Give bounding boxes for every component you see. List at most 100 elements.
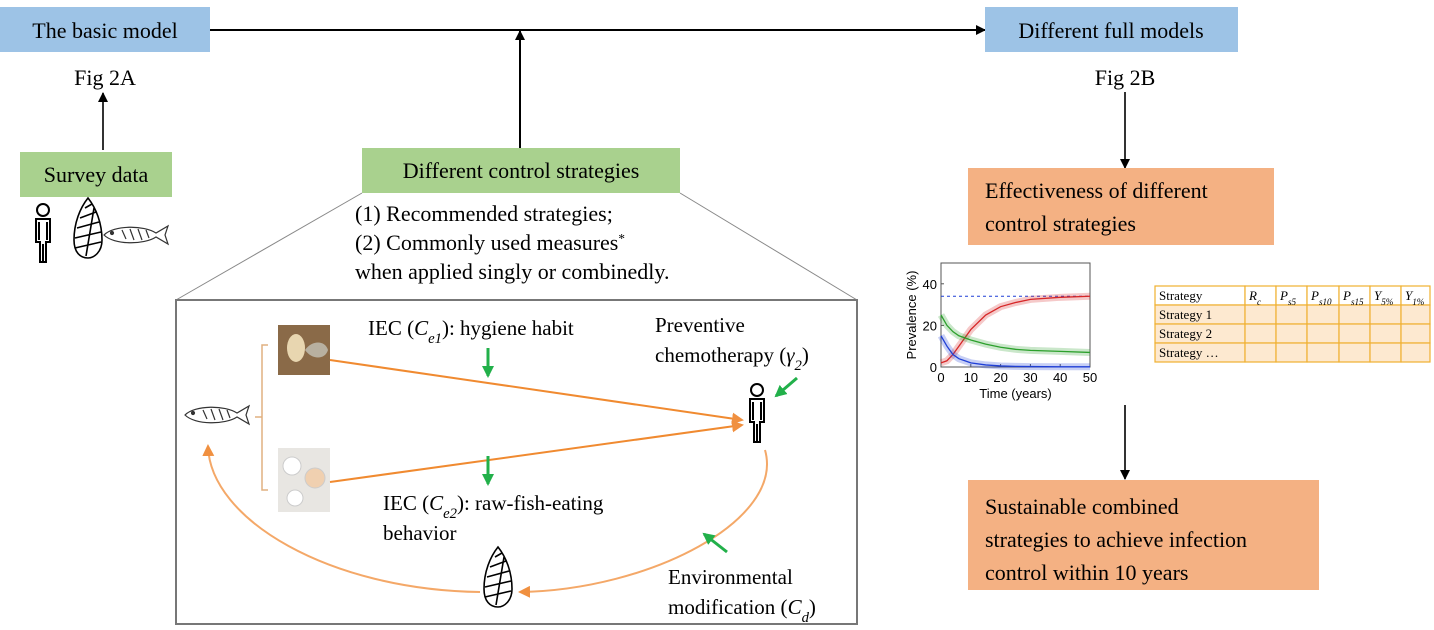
text-run: C — [414, 316, 429, 340]
y-tick-label: 20 — [923, 318, 937, 333]
photo — [278, 448, 330, 512]
table-header: Ps15 — [1342, 288, 1364, 307]
text-run: modification ( — [668, 595, 788, 619]
table-cell — [1244, 323, 1277, 344]
box — [985, 7, 1238, 52]
label: strategies to achieve infection — [985, 527, 1247, 552]
inset-frame — [175, 299, 858, 625]
table-cell — [1400, 323, 1431, 344]
snail-icon — [483, 546, 513, 608]
fish-icon — [184, 405, 250, 425]
text-run: P — [1342, 288, 1351, 303]
table-cell — [1244, 342, 1277, 363]
text-run: behavior — [383, 521, 456, 545]
table-header: Rc — [1248, 288, 1261, 307]
figure-ref: Fig 2A — [74, 65, 136, 90]
box-label: The basic model — [32, 18, 177, 43]
intervention-arrow — [702, 532, 728, 554]
table-row-label: Strategy 2 — [1159, 326, 1212, 341]
bracket — [255, 344, 268, 491]
text-run: R — [1248, 288, 1257, 303]
figure-ref: Fig 2B — [1095, 65, 1156, 90]
table-cell — [1306, 323, 1340, 344]
text-run: P — [1310, 288, 1319, 303]
label: control within 10 years — [985, 560, 1188, 585]
table-cell — [1338, 342, 1371, 363]
prevalence-chart: 0 20 40 0 10 20 30 40 50 Time (years) Prevalence (… — [904, 262, 1097, 401]
label: Preventive — [655, 313, 745, 337]
x-axis-label: Time (years) — [979, 386, 1051, 401]
text-run: P — [1279, 288, 1288, 303]
text-run: IEC ( — [383, 491, 429, 515]
y-tick-label: 0 — [930, 360, 937, 375]
text-run: C — [429, 491, 444, 515]
table-cell — [1244, 304, 1277, 325]
series-line — [940, 295, 1091, 364]
guide-line — [175, 192, 363, 301]
box — [968, 168, 1274, 245]
y-tick-label: 40 — [923, 277, 937, 292]
text-run: 5% — [1381, 297, 1394, 307]
person-icon — [35, 203, 51, 263]
x-tick-label: 20 — [993, 370, 1007, 385]
label: (2) Commonly used measures* — [355, 230, 625, 255]
table-header: Ps10 — [1310, 288, 1332, 307]
text-run: γ — [786, 343, 795, 367]
table-cell — [1275, 304, 1308, 325]
text-run: ) — [809, 595, 816, 619]
table-cell — [1400, 304, 1431, 325]
box-label: Different full models — [1018, 18, 1203, 43]
text-run: 1% — [1412, 297, 1425, 307]
text-run: Environmental — [668, 565, 793, 589]
fish-icon — [103, 225, 169, 245]
label: Sustainable combined — [985, 494, 1179, 519]
label: Effectiveness of different — [985, 178, 1208, 203]
text-run: c — [1257, 297, 1261, 307]
table-cell — [1400, 342, 1431, 363]
text-run: d — [802, 610, 810, 626]
table-cell — [1369, 323, 1402, 344]
transmission-arrow — [518, 449, 768, 598]
table-header: Strategy — [1159, 288, 1203, 303]
text-run: s5 — [1288, 297, 1297, 307]
box — [968, 480, 1319, 590]
label: IEC (Ce2): raw-fish-eating — [383, 491, 604, 522]
label: when applied singly or combinedly. — [355, 259, 669, 284]
intervention-arrow — [774, 376, 798, 398]
box — [0, 7, 210, 52]
text-run: ): raw-fish-eating — [457, 491, 604, 515]
text-run: Y — [1374, 288, 1383, 303]
table-row-label: Strategy 1 — [1159, 307, 1212, 322]
text-run: Y — [1405, 288, 1414, 303]
table-header: Ps5 — [1279, 288, 1296, 307]
y-axis-label: Prevalence (%) — [904, 271, 919, 360]
label: modification (Cd) — [668, 595, 816, 626]
table-cell — [1338, 323, 1371, 344]
table-cell — [1369, 342, 1402, 363]
snail-icon — [73, 197, 103, 259]
table-cell — [1306, 342, 1340, 363]
box — [362, 148, 680, 193]
text-run: e1 — [428, 331, 442, 347]
text-run: chemotherapy ( — [655, 343, 786, 367]
text-run: IEC ( — [368, 316, 414, 340]
series-line — [940, 314, 1091, 354]
x-tick-label: 30 — [1023, 370, 1037, 385]
text-run: Preventive — [655, 313, 745, 337]
label: IEC (Ce1): hygiene habit — [368, 316, 574, 347]
label: Environmental — [668, 565, 793, 589]
transmission-arrow — [202, 444, 481, 593]
guide-line — [679, 192, 858, 301]
table-row-label: Strategy … — [1159, 345, 1219, 360]
table-cell — [1369, 304, 1402, 325]
table-header: Y5% — [1374, 288, 1394, 307]
table-cell — [1275, 342, 1308, 363]
label: chemotherapy (γ2) — [655, 343, 809, 374]
box-label: Survey data — [44, 162, 149, 187]
text-run: when applied singly or combinedly. — [355, 259, 669, 284]
box-label: Different control strategies — [403, 158, 640, 183]
strategy-table: Strategy Rc Ps5 Ps10 Ps15 Y5% Y1%Strategy 1Str… — [1154, 285, 1431, 363]
x-tick-label: 0 — [937, 370, 944, 385]
